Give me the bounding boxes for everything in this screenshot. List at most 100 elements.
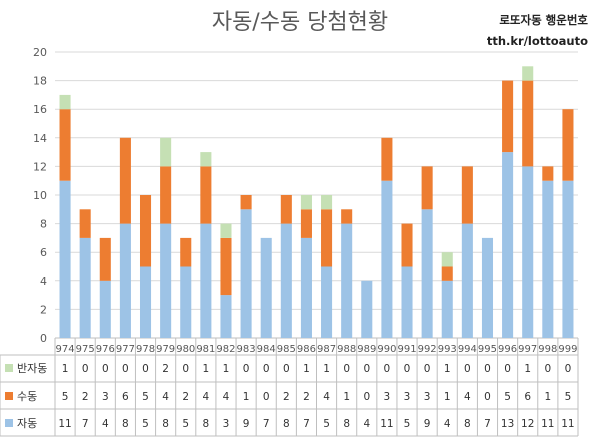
bar-segment bbox=[99, 237, 111, 281]
table-cell: 0 bbox=[404, 363, 411, 375]
table-cell: 4 bbox=[464, 391, 471, 403]
x-tick-label: 992 bbox=[418, 344, 437, 355]
bar-segment bbox=[260, 237, 272, 338]
table-cell: 7 bbox=[484, 418, 491, 430]
table-cell: 2 bbox=[82, 391, 89, 403]
table-cell: 5 bbox=[565, 391, 572, 403]
table-cell: 1 bbox=[444, 391, 451, 403]
table-cell: 1 bbox=[544, 391, 551, 403]
table-cell: 1 bbox=[524, 363, 531, 375]
x-tick-label: 998 bbox=[538, 344, 557, 355]
bar-segment bbox=[300, 237, 312, 338]
bar-segment bbox=[461, 166, 473, 224]
table-cell: 1 bbox=[303, 363, 310, 375]
table-cell: 1 bbox=[243, 391, 250, 403]
table-cell: 5 bbox=[504, 391, 511, 403]
x-tick-label: 999 bbox=[558, 344, 577, 355]
x-tick-label: 997 bbox=[518, 344, 537, 355]
table-cell: 2 bbox=[162, 363, 169, 375]
bar-segment bbox=[300, 209, 312, 238]
table-cell: 2 bbox=[182, 391, 189, 403]
bar-segment bbox=[240, 209, 252, 338]
table-cell: 4 bbox=[444, 418, 451, 430]
bar-segment bbox=[180, 237, 192, 267]
table-cell: 13 bbox=[501, 418, 514, 430]
table-cell: 1 bbox=[323, 363, 330, 375]
table-cell: 5 bbox=[62, 391, 69, 403]
table-cell: 0 bbox=[122, 363, 129, 375]
table-cell: 1 bbox=[62, 363, 69, 375]
x-tick-label: 978 bbox=[136, 344, 155, 355]
bar-segment bbox=[119, 223, 131, 338]
table-cell: 5 bbox=[182, 418, 189, 430]
table-cell: 3 bbox=[404, 391, 411, 403]
table-cell: 4 bbox=[223, 391, 230, 403]
bar-segment bbox=[441, 252, 453, 267]
table-cell: 4 bbox=[162, 391, 169, 403]
chart-title: 자동/수동 당첨현황 bbox=[211, 10, 389, 35]
legend-swatch bbox=[5, 392, 13, 400]
table-cell: 8 bbox=[162, 418, 169, 430]
legend-swatch bbox=[5, 364, 13, 372]
table-cell: 8 bbox=[343, 418, 350, 430]
table-cell: 1 bbox=[343, 391, 350, 403]
y-tick-label: 12 bbox=[33, 160, 47, 173]
x-tick-label: 989 bbox=[357, 344, 376, 355]
table-cell: 0 bbox=[82, 363, 89, 375]
x-tick-label: 985 bbox=[277, 344, 296, 355]
table-cell: 0 bbox=[243, 363, 250, 375]
bar-segment bbox=[341, 209, 353, 224]
bar-segment bbox=[119, 137, 131, 224]
bar-segment bbox=[139, 195, 152, 267]
bar-segment bbox=[300, 195, 312, 210]
table-cell: 0 bbox=[343, 363, 350, 375]
table-cell: 0 bbox=[182, 363, 189, 375]
bar-segment bbox=[461, 223, 473, 338]
bar-segment bbox=[361, 280, 373, 338]
table-cell: 11 bbox=[380, 418, 393, 430]
bar-segment bbox=[542, 166, 554, 181]
bar-segment bbox=[401, 266, 413, 338]
bar-segment bbox=[200, 166, 212, 224]
x-tick-label: 990 bbox=[377, 344, 396, 355]
bar-segment bbox=[280, 223, 292, 338]
table-cell: 0 bbox=[384, 363, 391, 375]
x-tick-label: 994 bbox=[458, 344, 477, 355]
x-tick-label: 975 bbox=[76, 344, 95, 355]
bar-segment bbox=[502, 152, 514, 338]
y-tick-label: 0 bbox=[40, 332, 47, 345]
table-cell: 1 bbox=[223, 363, 230, 375]
bar-segment bbox=[502, 80, 514, 153]
table-cell: 6 bbox=[122, 391, 129, 403]
x-tick-label: 993 bbox=[438, 344, 457, 355]
legend-label: 반자동 bbox=[17, 362, 47, 375]
y-tick-label: 18 bbox=[33, 75, 47, 88]
x-tick-label: 984 bbox=[257, 344, 276, 355]
x-tick-label: 980 bbox=[176, 344, 195, 355]
bar-segment bbox=[59, 109, 71, 181]
x-tick-label: 983 bbox=[237, 344, 256, 355]
table-cell: 11 bbox=[58, 418, 71, 430]
bar-segment bbox=[522, 66, 534, 81]
bar-segment bbox=[59, 180, 71, 338]
table-cell: 1 bbox=[203, 363, 210, 375]
brand-site[interactable]: tth.kr/lottoauto bbox=[486, 34, 588, 48]
table-cell: 0 bbox=[424, 363, 431, 375]
table-cell: 8 bbox=[203, 418, 210, 430]
table-cell: 7 bbox=[82, 418, 89, 430]
table-cell: 7 bbox=[263, 418, 270, 430]
bar-segment bbox=[160, 137, 172, 167]
table-cell: 0 bbox=[544, 363, 551, 375]
x-tick-label: 981 bbox=[196, 344, 215, 355]
table-cell: 9 bbox=[243, 418, 250, 430]
table-cell: 7 bbox=[303, 418, 310, 430]
legend-label: 수동 bbox=[17, 390, 37, 403]
bar-segment bbox=[542, 180, 554, 338]
table-cell: 12 bbox=[521, 418, 534, 430]
bar-segment bbox=[220, 237, 232, 296]
y-tick-label: 4 bbox=[40, 275, 47, 288]
bar-segment bbox=[481, 237, 494, 338]
y-tick-label: 20 bbox=[33, 46, 47, 59]
x-tick-label: 986 bbox=[297, 344, 316, 355]
